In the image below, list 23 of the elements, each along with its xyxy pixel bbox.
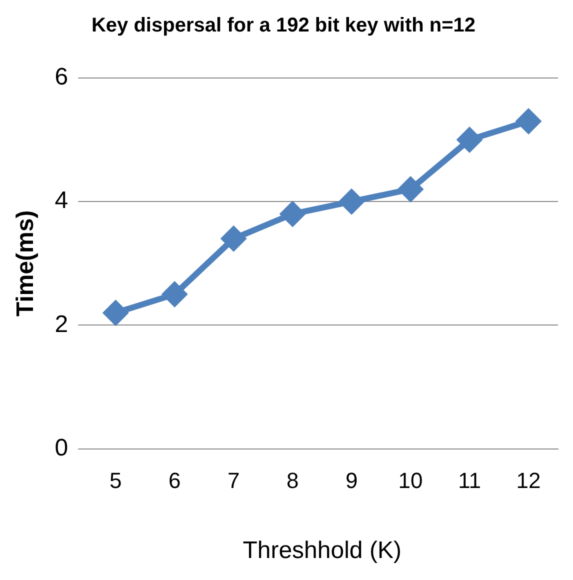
x-tick-label: 11	[458, 468, 481, 494]
point	[222, 226, 246, 251]
chart-title: Key dispersal for a 192 bit key with n=12	[91, 14, 476, 37]
point	[280, 202, 305, 226]
x-tick-label: 6	[168, 468, 181, 494]
point	[162, 282, 187, 306]
point	[458, 128, 482, 152]
point	[340, 190, 364, 214]
x-tick-label: 8	[286, 468, 299, 494]
y-tick-label: 0	[54, 434, 68, 462]
x-tick-label: 5	[110, 468, 122, 494]
x-tick-label: 10	[398, 468, 423, 494]
y-tick-label: 6	[54, 64, 68, 91]
x-tick-label: 9	[345, 468, 358, 494]
point	[516, 109, 541, 134]
point	[398, 177, 423, 202]
x-tick-label: 12	[516, 468, 541, 494]
point	[104, 300, 128, 325]
y-tick-label: 2	[54, 310, 68, 338]
y-axis-title: Time(ms)	[12, 210, 40, 317]
x-axis-title: Threshhold (K)	[242, 537, 402, 564]
x-tick-label: 7	[227, 468, 240, 494]
y-tick-label: 4	[54, 187, 68, 214]
